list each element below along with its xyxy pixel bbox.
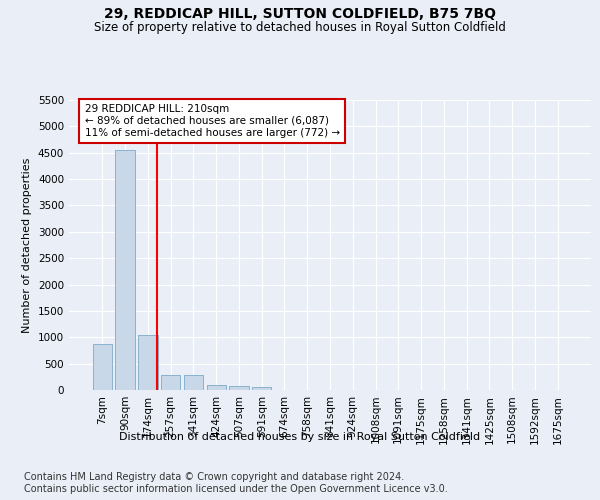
Text: 29 REDDICAP HILL: 210sqm
← 89% of detached houses are smaller (6,087)
11% of sem: 29 REDDICAP HILL: 210sqm ← 89% of detach… (85, 104, 340, 138)
Text: Contains HM Land Registry data © Crown copyright and database right 2024.: Contains HM Land Registry data © Crown c… (24, 472, 404, 482)
Bar (229, 386, 248, 390)
Bar (138, 334, 158, 390)
Y-axis label: Number of detached properties: Number of detached properties (22, 158, 32, 332)
Bar (115, 150, 135, 390)
Bar (184, 375, 203, 390)
Text: 29, REDDICAP HILL, SUTTON COLDFIELD, B75 7BQ: 29, REDDICAP HILL, SUTTON COLDFIELD, B75… (104, 8, 496, 22)
Bar (206, 386, 226, 390)
Text: Contains public sector information licensed under the Open Government Licence v3: Contains public sector information licen… (24, 484, 448, 494)
Bar (161, 375, 181, 390)
Text: Size of property relative to detached houses in Royal Sutton Coldfield: Size of property relative to detached ho… (94, 21, 506, 34)
Bar (93, 344, 112, 390)
Bar (252, 388, 271, 390)
Text: Distribution of detached houses by size in Royal Sutton Coldfield: Distribution of detached houses by size … (119, 432, 481, 442)
